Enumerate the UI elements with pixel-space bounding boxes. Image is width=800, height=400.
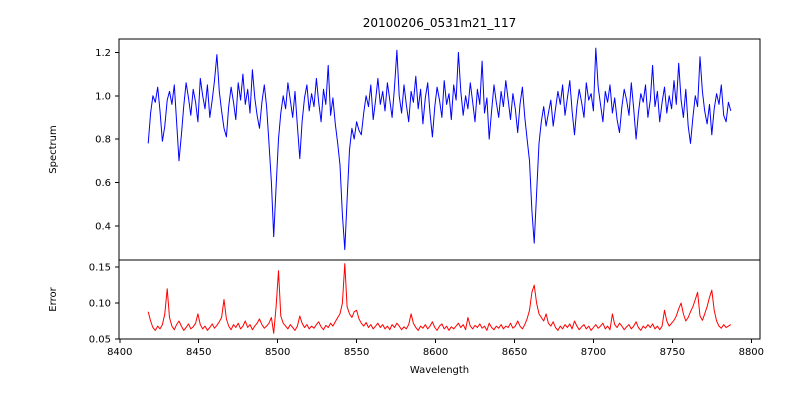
- error-line: [147, 263, 732, 334]
- spectrum-panel: 0.4 0.6 0.8 1.0 1.2 Spectrum 20100206_0531m21_…: [48, 16, 761, 261]
- y-tick-label: 0.05: [89, 335, 111, 346]
- x-axis-label: Wavelength: [410, 365, 469, 376]
- x-tick-label: 8400: [107, 347, 132, 358]
- y-tick-label: 0.8: [95, 135, 111, 146]
- x-tick-label: 8450: [186, 347, 211, 358]
- x-tick-label: 8500: [265, 347, 290, 358]
- y-tick-label: 0.6: [95, 178, 111, 189]
- x-tick-label: 8650: [502, 347, 527, 358]
- x-tick-label: 8550: [344, 347, 369, 358]
- x-tick-label: 8800: [739, 347, 764, 358]
- y-tick-label: 0.15: [89, 263, 111, 274]
- panels-group: 0.4 0.6 0.8 1.0 1.2 Spectrum 20100206_0531m21_…: [48, 16, 764, 376]
- y-tick-label: 1.2: [95, 48, 111, 59]
- spectrum-line: [147, 47, 732, 251]
- error-panel: 0.05 0.10 0.15 8400 8450 8500 8550 8600 8650 8700…: [48, 259, 764, 376]
- x-tick-label: 8750: [660, 347, 685, 358]
- x-tick-label: 8600: [423, 347, 448, 358]
- chart-title: 20100206_0531m21_117: [363, 16, 516, 30]
- y-tick-label: 0.4: [95, 221, 111, 232]
- y-tick-label: 1.0: [95, 91, 111, 102]
- y-tick-label: 0.10: [89, 299, 111, 310]
- spectrum-y-axis-label: Spectrum: [48, 125, 59, 173]
- error-y-axis-label: Error: [48, 286, 59, 311]
- x-tick-label: 8700: [581, 347, 606, 358]
- axes-frame: [118, 259, 761, 340]
